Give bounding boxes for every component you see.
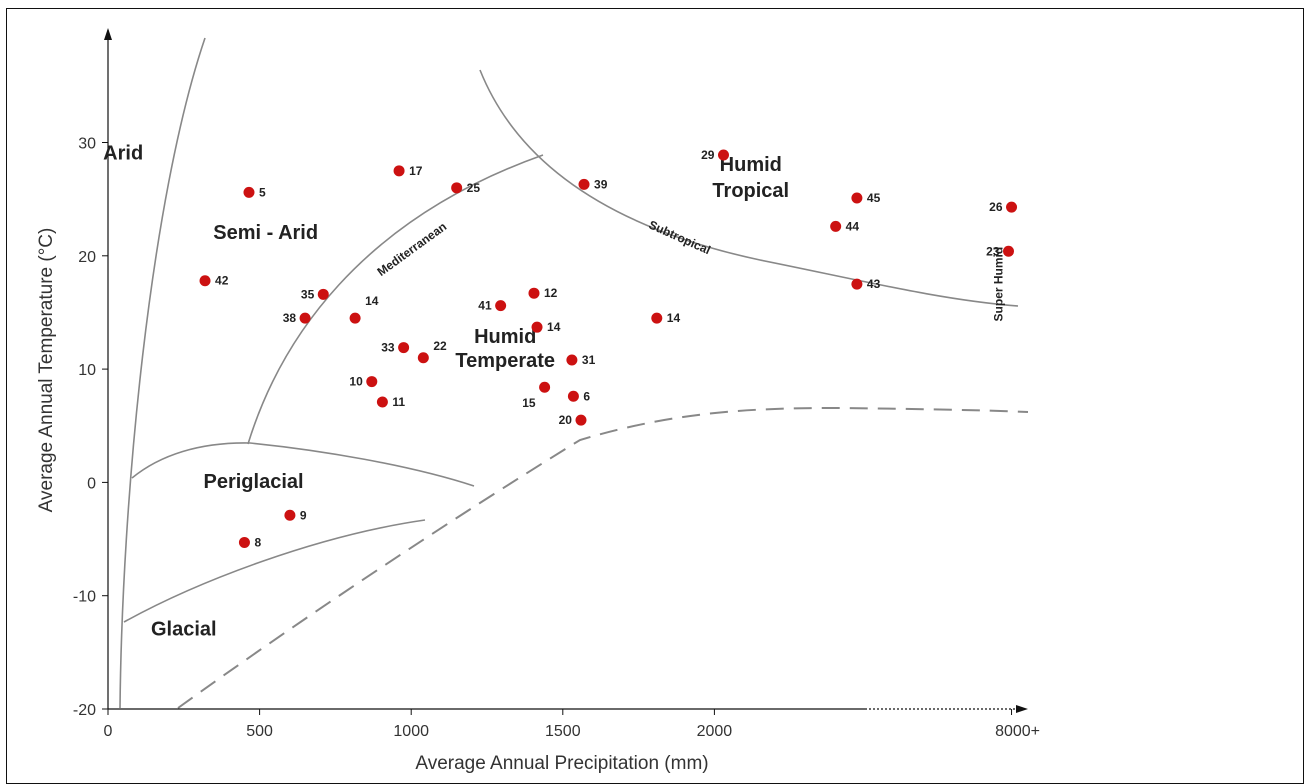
data-point <box>393 165 405 177</box>
data-points: 5 17 25 39 29 45 26 44 23 42 35 38 14 41 12 14 14 43 33 22 3… <box>199 148 1018 549</box>
data-point-label: 14 <box>365 294 379 308</box>
region-label: Glacial <box>151 618 217 640</box>
y-tick-label: 30 <box>78 136 96 153</box>
data-point <box>417 352 429 364</box>
data-point <box>238 536 250 548</box>
y-tick-label: 20 <box>78 249 96 266</box>
x-tick-label: 2000 <box>697 723 733 740</box>
data-point-label: 25 <box>467 181 481 195</box>
data-point <box>651 312 663 324</box>
climate-boundaries <box>119 37 1029 709</box>
data-point-label: 9 <box>300 508 307 522</box>
x-tick-label: 1500 <box>545 723 581 740</box>
data-point <box>349 312 361 324</box>
region-label: Semi - Arid <box>213 222 318 244</box>
data-point-label: 35 <box>301 287 315 301</box>
x-axis-title: Average Annual Precipitation (mm) <box>415 753 708 774</box>
data-point-label: 23 <box>986 244 1000 258</box>
data-point-label: 39 <box>594 177 608 191</box>
x-tick-label: 1000 <box>393 723 429 740</box>
data-point <box>567 390 579 402</box>
y-tick-label: -10 <box>73 589 96 606</box>
data-point-label: 5 <box>259 185 266 199</box>
region-label: Periglacial <box>204 471 304 493</box>
data-point <box>575 414 587 426</box>
y-axis-arrow <box>104 28 112 40</box>
data-point <box>284 509 296 521</box>
x-axis-arrow <box>1016 705 1028 713</box>
periglacial-upper-boundary-line <box>131 442 475 487</box>
region-label: Tropical <box>712 180 789 202</box>
data-point-label: 26 <box>989 200 1003 214</box>
data-point <box>531 321 543 333</box>
data-point <box>199 275 211 287</box>
data-point-label: 15 <box>522 396 536 410</box>
subtropical-boundary-line <box>479 69 1019 307</box>
data-point-label: 38 <box>283 311 297 325</box>
data-point-label: 10 <box>349 375 363 389</box>
data-point-label: 43 <box>867 277 881 291</box>
y-tick-label: -20 <box>73 702 96 719</box>
data-point-label: 14 <box>667 311 681 325</box>
x-tick-label: 500 <box>246 723 273 740</box>
data-point <box>366 376 378 388</box>
data-point <box>717 149 729 161</box>
data-point-label: 14 <box>547 320 561 334</box>
x-tick-label: 8000+ <box>995 723 1040 740</box>
data-point <box>1003 245 1015 257</box>
data-point-label: 29 <box>701 148 715 162</box>
data-point-label: 8 <box>254 535 261 549</box>
boundary-label: Super Humid <box>991 247 1005 322</box>
data-point <box>495 300 507 312</box>
mediterranean-boundary-line <box>247 154 544 445</box>
data-point-label: 31 <box>582 353 596 367</box>
data-point <box>830 220 842 232</box>
data-point-label: 20 <box>559 413 573 427</box>
data-point <box>376 396 388 408</box>
periglacial-lower-boundary-line <box>123 519 426 623</box>
y-tick-label: 0 <box>87 475 96 492</box>
data-point <box>243 186 255 198</box>
y-axis-title: Average Annual Temperature (°C) <box>36 228 57 513</box>
data-point <box>566 354 578 366</box>
data-point-label: 22 <box>433 339 447 353</box>
data-point-label: 45 <box>867 191 881 205</box>
data-point-label: 42 <box>215 274 229 288</box>
data-point-label: 12 <box>544 286 558 300</box>
data-point-label: 6 <box>583 389 590 403</box>
data-point <box>299 312 311 324</box>
region-label: Humid <box>720 154 782 176</box>
data-point-label: 11 <box>392 395 405 409</box>
arid-boundary-line <box>119 37 206 709</box>
data-point-label: 41 <box>478 299 492 313</box>
data-point <box>578 178 590 190</box>
data-point <box>317 288 329 300</box>
x-tick-label: 0 <box>104 723 113 740</box>
data-point-label: 17 <box>409 164 423 178</box>
y-tick-label: 10 <box>78 362 96 379</box>
data-point <box>528 287 540 299</box>
axes: 30 20 10 0 -10 -20 0 500 1000 1500 2000 8000+ Averag… <box>36 28 1040 774</box>
data-point <box>539 381 551 393</box>
region-label: Humid <box>474 326 536 348</box>
data-point <box>1006 201 1018 213</box>
data-point-label: 33 <box>381 341 395 355</box>
region-label: Temperate <box>455 350 555 372</box>
chart-frame <box>6 8 1304 784</box>
data-point <box>851 278 863 290</box>
data-point <box>451 182 463 194</box>
data-point-label: 44 <box>846 219 860 233</box>
region-label: Arid <box>103 142 143 164</box>
boundary-label: Subtropical <box>647 218 713 258</box>
data-point <box>398 342 410 354</box>
boundary-label: Mediterranean <box>375 219 450 279</box>
data-point <box>851 192 863 204</box>
humid-dashed-boundary-line <box>177 406 1029 709</box>
